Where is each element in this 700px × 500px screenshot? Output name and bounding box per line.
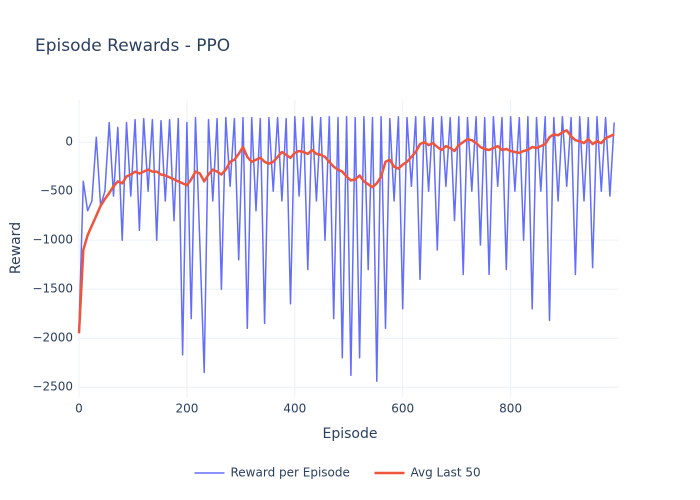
y-tick-label: −2500 [32,380,73,394]
x-tick-label: 200 [175,402,198,416]
x-tick-label: 600 [391,402,414,416]
y-tick-label: 0 [65,135,73,149]
legend-label: Avg Last 50 [411,466,481,480]
line-series [78,115,615,383]
y-tick-label: −2000 [32,331,73,345]
x-tick-label: 800 [499,402,522,416]
legend-label: Reward per Episode [231,466,350,480]
y-tick-label: −1000 [32,233,73,247]
y-tick-label: −1500 [32,282,73,296]
chart-title: Episode Rewards - PPO [35,36,230,56]
y-axis-title: Reward [8,222,24,274]
y-tick-label: −500 [40,184,73,198]
line-series [77,129,615,334]
x-tick-label: 0 [75,402,83,416]
x-tick-label: 400 [283,402,306,416]
x-axis-title: Episode [323,426,378,442]
